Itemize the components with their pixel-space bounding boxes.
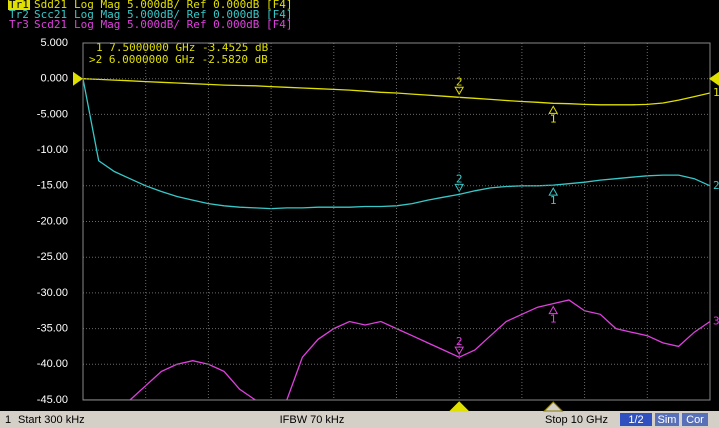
marker-x-arrow <box>448 401 470 412</box>
marker-x-arrow <box>543 401 564 412</box>
channel-number: 1 <box>5 414 11 426</box>
trace-id: Tr2 <box>9 8 29 21</box>
y-tick-label: -20.00 <box>37 215 68 227</box>
legend-name: Scd21 <box>34 18 67 31</box>
marker-label: 2 <box>456 75 463 88</box>
legend-name: Sdd21 <box>34 0 67 11</box>
trace-id: Tr1 <box>9 0 29 11</box>
status-box <box>655 413 679 426</box>
marker-triangle <box>454 86 465 96</box>
status-box <box>620 413 652 426</box>
trace-end-label: 1 <box>713 86 719 99</box>
trace-format: Log Mag 5.000dB/ Ref 0.000dB [F4] <box>74 8 293 21</box>
marker-triangle <box>548 305 559 315</box>
y-tick-label: -10.00 <box>37 144 68 156</box>
marker-triangle <box>454 346 465 356</box>
y-tick-label: -30.00 <box>37 287 68 299</box>
trace-line <box>83 299 710 400</box>
start-label: Start 300 kHz <box>18 414 85 426</box>
trace-format: Log Mag 5.000dB/ Ref 0.000dB [F4] <box>74 0 293 11</box>
y-tick-label: -5.000 <box>37 108 68 120</box>
plot-frame <box>82 42 711 401</box>
marker-triangle <box>548 187 559 196</box>
status-text: Sim <box>658 414 677 426</box>
y-tick-label: -40.00 <box>37 358 68 370</box>
status-bar <box>0 411 719 428</box>
legend-name: Scc21 <box>34 8 67 21</box>
ref-arrow-left <box>73 71 83 86</box>
y-tick-label: 0.000 <box>40 73 68 85</box>
trace-id: Tr3 <box>9 18 29 31</box>
marker-readout: >2 6.0000000 GHz -2.5820 dB <box>89 53 268 66</box>
y-tick-label: -45.00 <box>37 394 68 406</box>
marker-label: 1 <box>550 313 557 326</box>
status-text: Cor <box>686 414 704 426</box>
y-tick-label: -35.00 <box>37 323 68 335</box>
y-tick-label: -15.00 <box>37 180 68 192</box>
marker-label: 2 <box>456 335 463 348</box>
trace-end-label: 2 <box>713 179 719 192</box>
active-trace-box <box>8 0 30 10</box>
marker-label: 1 <box>550 194 557 207</box>
trace-format: Log Mag 5.000dB/ Ref 0.000dB [F4] <box>74 18 293 31</box>
trace-end-label: 3 <box>713 314 719 327</box>
stop-label: Stop 10 GHz <box>545 414 608 426</box>
marker-label: 1 <box>550 112 557 125</box>
status-box <box>682 413 708 426</box>
trace-line <box>83 78 710 106</box>
marker-readout: 1 7.5000000 GHz -3.4525 dB <box>96 41 269 54</box>
status-text: 1/2 <box>628 414 643 426</box>
y-tick-label: -25.00 <box>37 251 68 263</box>
y-tick-label: 5.000 <box>40 37 68 49</box>
ifbw-label: IFBW 70 kHz <box>280 414 345 426</box>
ref-arrow-right <box>709 71 719 86</box>
marker-triangle <box>548 105 559 114</box>
